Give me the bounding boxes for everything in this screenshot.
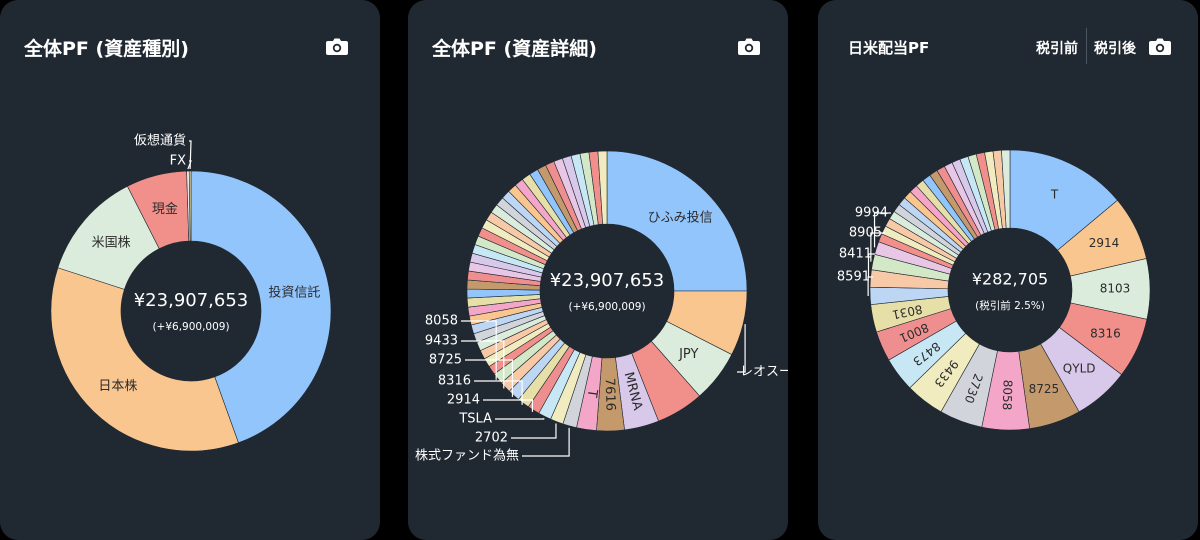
slice-label-outside: レオスー (740, 365, 788, 380)
slice-label-outside: 8591 (837, 270, 870, 285)
leader-line (495, 418, 545, 420)
slice-label: 投資信託 (268, 284, 320, 300)
slice-label-outside: 8411 (839, 247, 872, 262)
slice-label: ひふみ投信 (648, 209, 713, 225)
slice-label-outside: 8058 (425, 314, 458, 329)
leader-line (511, 423, 557, 439)
slice-label: 8031 (891, 302, 924, 322)
leader-line (873, 212, 891, 248)
slice-label: T (1050, 187, 1059, 201)
slice-label-outside: 8905 (849, 226, 882, 241)
slice-label: 8058 (1000, 379, 1015, 410)
slices (50, 170, 332, 452)
leader-line (461, 340, 505, 389)
slice-label-outside: 8316 (438, 374, 471, 389)
leader-line (870, 232, 885, 262)
slice-label: 米国株 (92, 235, 131, 250)
slice-label-outside: 株式ファンド為無 (415, 448, 519, 464)
center-total: ¥282,705 (972, 270, 1048, 289)
center-sub: (+¥6,900,009) (152, 321, 229, 333)
card-dividend: 日米配当PF 税引前 税引後 T 2914 8103 8316 QYLD 8725 8058… (818, 0, 1198, 540)
center-total: ¥23,907,653 (550, 270, 665, 291)
camera-icon[interactable] (737, 36, 761, 56)
card-title: 全体PF (資産詳細) (432, 38, 597, 60)
slice-label-outside: 2702 (475, 431, 508, 446)
slice-ひふみ投信[interactable] (606, 150, 748, 292)
donut-chart: T291481038316QYLD87258058273094338473800… (837, 149, 1151, 431)
leader-line (867, 253, 875, 279)
card-title: 全体PF (資産種別) (24, 38, 189, 60)
slice-other[interactable] (1001, 149, 1011, 229)
slice-label: T (584, 387, 600, 398)
slice-label-outside: 8725 (429, 353, 462, 368)
slice-label: 現金 (152, 201, 178, 217)
slices (869, 149, 1151, 431)
slice-label-outside: 2914 (447, 393, 480, 408)
leader-line (474, 380, 523, 405)
card-asset-type: 全体PF (資産種別) 投資信託日本株 米国株 現金 FX 仮想通貨 ¥23,907,65… (0, 0, 380, 540)
slice-label: JPY (678, 347, 698, 362)
slice-label: 2914 (1089, 236, 1120, 250)
slice-日本株[interactable] (50, 267, 239, 452)
leader-line (737, 324, 746, 373)
leader-line (187, 160, 192, 170)
slice-other[interactable] (597, 150, 608, 225)
slice-label: QYLD (1063, 362, 1096, 376)
tax-before-toggle[interactable]: 税引前 (1036, 41, 1078, 57)
leader-line (483, 399, 534, 412)
leader-line (461, 320, 497, 380)
slice-label: 8725 (1029, 382, 1060, 396)
slice-label: 8316 (1090, 326, 1121, 340)
slices (466, 150, 748, 432)
leader-line (522, 427, 570, 457)
slice-label: 7616 (602, 378, 618, 411)
slice-投資信託[interactable] (190, 170, 332, 444)
card-title: 日米配当PF (848, 39, 930, 57)
leader-line (465, 359, 514, 397)
camera-icon[interactable] (1148, 36, 1172, 56)
tax-after-toggle[interactable]: 税引後 (1094, 41, 1136, 57)
donut-chart: ひふみ投信JPYMRNA7616Tレオスー株式ファンド為無2702TSLA291… (415, 150, 788, 464)
center-sub: (+¥6,900,009) (568, 301, 645, 313)
camera-icon[interactable] (325, 36, 349, 56)
slice-label-outside: FX (170, 154, 186, 169)
slice-label: 8103 (1100, 282, 1131, 296)
slice-label-outside: 9994 (855, 206, 888, 221)
toggle-divider (1086, 28, 1087, 64)
slice-label-outside: TSLA (458, 412, 492, 427)
slice-label-outside: 仮想通貨 (134, 133, 186, 149)
slice-label: 日本株 (98, 379, 137, 394)
card-asset-detail: 全体PF (資産詳細) ひふみ投信 JPY MRNA 7616 T レオスー 株式ファンド為… (408, 0, 788, 540)
center-total: ¥23,907,653 (134, 290, 249, 311)
leader-line (189, 140, 192, 170)
slice-仮想通貨[interactable] (188, 170, 192, 242)
slice-label-outside: 9433 (425, 334, 458, 349)
center-sub: (税引前 2.5%) (975, 299, 1045, 312)
